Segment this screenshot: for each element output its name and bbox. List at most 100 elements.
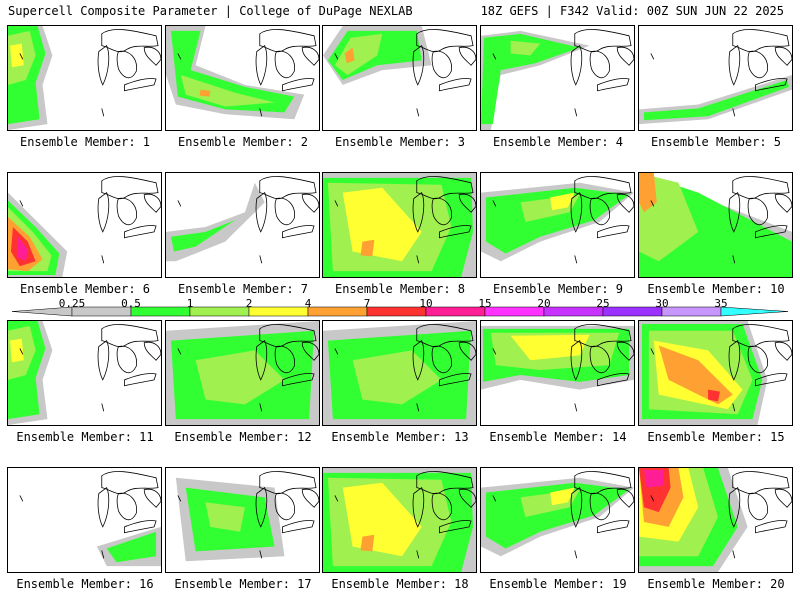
ensemble-member-map [165, 467, 320, 573]
colorbar-segment [484, 306, 545, 317]
colorbar-segment [425, 306, 486, 317]
map-field [19, 471, 161, 567]
colorbar-segment [307, 306, 368, 317]
colorbar-segment [248, 306, 309, 317]
member-label: Ensemble Member: 4 [492, 135, 624, 149]
ensemble-member-map [7, 25, 162, 131]
map-field [323, 321, 476, 425]
ensemble-member-map [322, 172, 477, 278]
map-field [323, 26, 476, 117]
great-lakes-outline [412, 471, 476, 534]
member-label: Ensemble Member: 14 [489, 430, 627, 444]
map-field [166, 176, 319, 264]
colorbar-tick-label: 25 [596, 297, 610, 310]
great-lakes-outline [728, 29, 792, 92]
great-lakes-outline [570, 324, 634, 387]
great-lakes-outline [412, 29, 476, 92]
ensemble-member-map [480, 172, 635, 278]
colorbar-segment [661, 306, 722, 317]
ensemble-member-map [638, 172, 793, 278]
ensemble-member-map [7, 172, 162, 278]
great-lakes-outline [728, 176, 792, 239]
member-label: Ensemble Member: 1 [19, 135, 151, 149]
colorbar-tick-label: 4 [304, 297, 312, 310]
great-lakes-outline [570, 29, 634, 92]
ensemble-member-map [322, 467, 477, 573]
great-lakes-outline [97, 324, 161, 387]
member-label: Ensemble Member: 8 [334, 282, 466, 296]
colorbar-tick-label: 35 [714, 297, 728, 310]
colorbar-segment [602, 306, 663, 317]
ensemble-member-map [480, 25, 635, 131]
member-label: Ensemble Member: 7 [177, 282, 309, 296]
colorbar-segment [189, 306, 250, 317]
ensemble-member-map [638, 25, 793, 131]
colorbar-segment [366, 306, 427, 317]
colorbar-tick-label: 20 [537, 297, 551, 310]
member-label: Ensemble Member: 9 [492, 282, 624, 296]
great-lakes-outline [255, 29, 319, 92]
map-field [323, 173, 476, 277]
great-lakes-outline [412, 324, 476, 387]
member-label: Ensemble Member: 10 [647, 282, 785, 296]
ensemble-member-map [7, 467, 162, 573]
map-field [323, 468, 476, 572]
colorbar-tick-label: 0.5 [121, 297, 141, 310]
ensemble-member-map [480, 320, 635, 426]
map-field [166, 321, 319, 425]
member-label: Ensemble Member: 2 [177, 135, 309, 149]
colorbar-tick-label: 10 [419, 297, 433, 310]
map-field [175, 471, 319, 562]
map-field [8, 26, 161, 130]
great-lakes-outline [728, 324, 792, 387]
member-label: Ensemble Member: 6 [19, 282, 151, 296]
ensemble-member-map [322, 320, 477, 426]
great-lakes-outline [570, 176, 634, 239]
great-lakes-outline [412, 176, 476, 239]
colorbar-tick-label: 2 [245, 297, 253, 310]
colorbar-tick-label: 30 [655, 297, 669, 310]
great-lakes-outline [255, 471, 319, 534]
great-lakes-outline [97, 471, 161, 534]
chart-title: Supercell Composite Parameter | College … [8, 4, 413, 18]
colorbar-tick-label: 7 [363, 297, 371, 310]
map-field [8, 176, 161, 277]
map-field [639, 321, 792, 425]
ensemble-member-map [165, 25, 320, 131]
map-field [639, 468, 792, 572]
map-field [481, 29, 634, 130]
ensemble-member-map [638, 320, 793, 426]
map-field [481, 324, 634, 412]
ensemble-member-map [7, 320, 162, 426]
map-field [8, 321, 161, 425]
great-lakes-outline [728, 471, 792, 534]
ensemble-member-map [322, 25, 477, 131]
member-label: Ensemble Member: 15 [647, 430, 785, 444]
member-label: Ensemble Member: 18 [331, 577, 469, 591]
ensemble-member-map [165, 172, 320, 278]
ensemble-member-map [638, 467, 793, 573]
member-label: Ensemble Member: 19 [489, 577, 627, 591]
great-lakes-outline [97, 176, 161, 239]
member-label: Ensemble Member: 16 [16, 577, 154, 591]
member-label: Ensemble Member: 12 [174, 430, 312, 444]
colorbar-segment [543, 306, 604, 317]
member-label: Ensemble Member: 20 [647, 577, 785, 591]
ensemble-member-map [480, 467, 635, 573]
map-field [481, 471, 634, 559]
colorbar-legend [11, 296, 790, 318]
colorbar-tick-label: 0.25 [58, 297, 86, 310]
great-lakes-outline [255, 176, 319, 239]
member-label: Ensemble Member: 3 [334, 135, 466, 149]
great-lakes-outline [570, 471, 634, 534]
great-lakes-outline [97, 29, 161, 92]
ensemble-member-map [165, 320, 320, 426]
map-field [639, 173, 792, 277]
colorbar-arrow-right [720, 306, 789, 317]
great-lakes-outline [255, 324, 319, 387]
member-label: Ensemble Member: 5 [650, 135, 782, 149]
run-valid-time: 18Z GEFS | F342 Valid: 00Z SUN JUN 22 20… [480, 4, 784, 18]
member-label: Ensemble Member: 17 [174, 577, 312, 591]
map-field [481, 176, 634, 264]
map-field [639, 29, 792, 125]
